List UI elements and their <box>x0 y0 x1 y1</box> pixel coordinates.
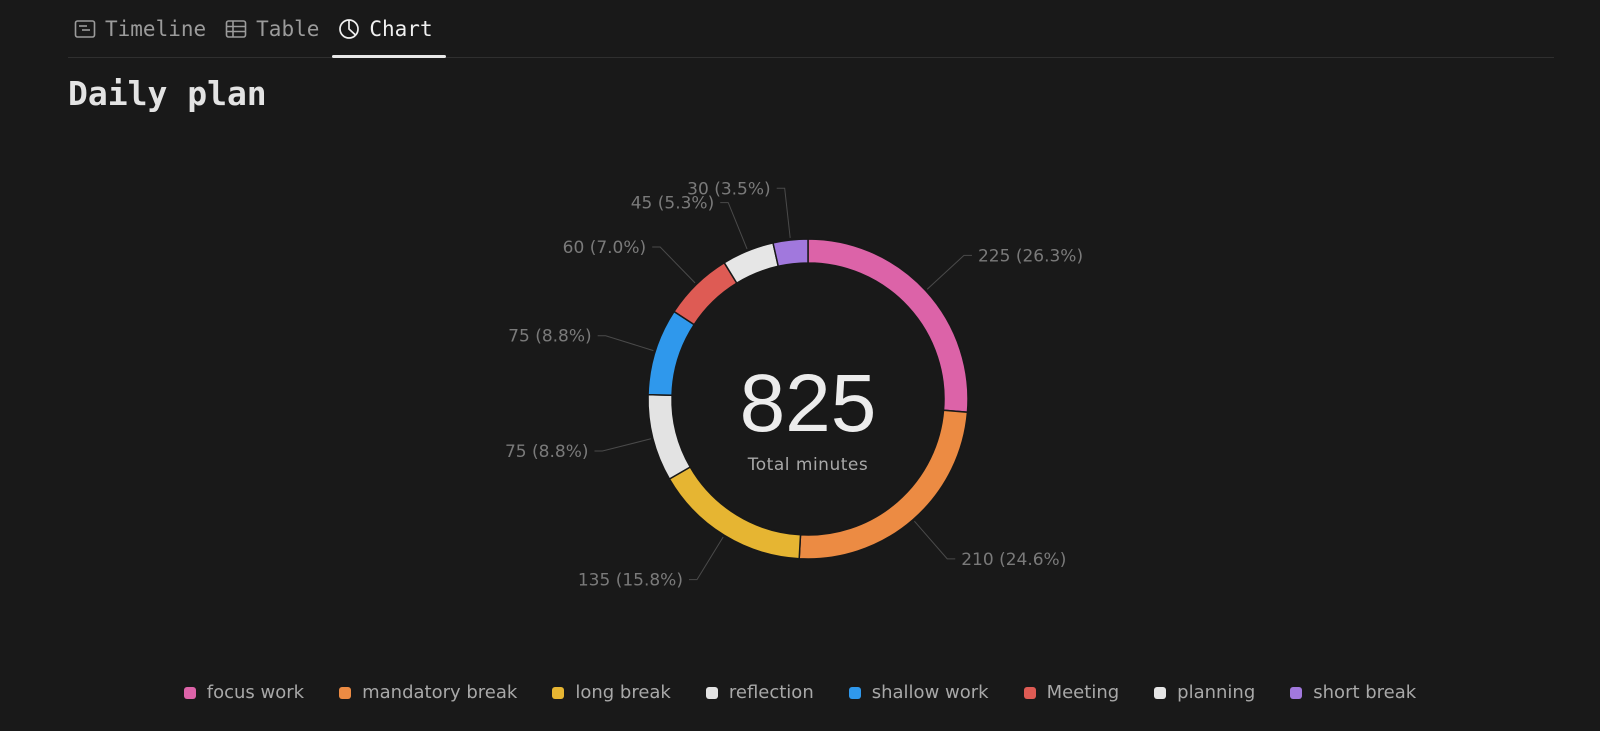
slice-labels: 225 (26.3%) 210 (24.6%) 135 (15.8%) 75 (8.8… <box>505 179 1083 590</box>
tab-table[interactable]: Table <box>219 1 332 57</box>
legend-item[interactable]: Meeting <box>1023 682 1120 703</box>
center-total-label: Total minutes <box>747 455 868 475</box>
leader-line <box>652 246 696 284</box>
slice-data-label: 135 (15.8%) <box>578 571 683 591</box>
legend-swatch <box>1154 686 1167 699</box>
legend-swatch <box>1023 686 1036 699</box>
slice-long-break[interactable] <box>668 465 802 560</box>
donut-slices <box>647 238 969 560</box>
leader-line <box>688 536 724 581</box>
legend-label: planning <box>1177 682 1256 703</box>
slice-data-label: 60 (7.0%) <box>563 238 647 258</box>
leader-line <box>926 254 972 290</box>
tab-chart[interactable]: Chart <box>332 1 446 58</box>
slice-data-label: 225 (26.3%) <box>978 246 1083 266</box>
legend-label: focus work <box>206 682 305 703</box>
legend-item[interactable]: shallow work <box>848 682 989 703</box>
slice-shallow-work[interactable] <box>647 310 696 397</box>
legend-item[interactable]: planning <box>1154 682 1255 703</box>
legend-swatch <box>1290 686 1303 699</box>
legend-swatch <box>339 686 352 699</box>
chart-legend: focus work mandatory break long break refle… <box>0 682 1600 703</box>
slice-data-label: 75 (8.8%) <box>505 442 589 462</box>
legend-item[interactable]: focus work <box>183 682 305 703</box>
slice-reflection[interactable] <box>647 393 692 481</box>
tab-chart-label: Chart <box>369 17 433 41</box>
leader-line <box>594 438 652 452</box>
legend-label: shallow work <box>871 682 989 703</box>
leader-line <box>597 335 654 352</box>
table-icon <box>225 19 247 39</box>
slice-data-label: 210 (24.6%) <box>961 550 1066 570</box>
tab-timeline-label: Timeline <box>105 17 207 41</box>
slice-data-label: 45 (5.3%) <box>631 194 715 214</box>
page-title: Daily plan <box>68 74 267 113</box>
legend-item[interactable]: reflection <box>705 682 814 703</box>
legend-item[interactable]: mandatory break <box>339 682 517 703</box>
view-tabs: Timeline Table Chart <box>68 0 1554 58</box>
legend-item[interactable]: long break <box>552 682 671 703</box>
legend-label: long break <box>575 682 671 703</box>
timeline-icon <box>74 19 96 39</box>
legend-swatch <box>183 686 196 699</box>
legend-label: mandatory break <box>362 682 518 703</box>
donut-chart: 225 (26.3%) 210 (24.6%) 135 (15.8%) 75 (8.8… <box>505 179 1083 590</box>
slice-meeting[interactable] <box>673 261 738 326</box>
slice-data-label: 75 (8.8%) <box>508 327 592 347</box>
leader-line <box>776 187 791 239</box>
legend-swatch <box>552 686 565 699</box>
slice-planning[interactable] <box>723 241 780 285</box>
label-leader-lines <box>594 187 972 581</box>
pie-chart-icon <box>338 18 360 40</box>
leader-line <box>914 520 956 560</box>
center-total-value: 825 <box>740 358 877 449</box>
legend-label: reflection <box>728 682 814 703</box>
legend-label: Meeting <box>1046 682 1120 703</box>
tab-timeline[interactable]: Timeline <box>68 1 219 57</box>
leader-line <box>720 202 748 250</box>
legend-swatch <box>705 686 718 699</box>
legend-item[interactable]: short break <box>1290 682 1416 703</box>
slice-data-label: 30 (3.5%) <box>687 179 771 199</box>
tab-table-label: Table <box>256 17 320 41</box>
legend-swatch <box>848 686 861 699</box>
slice-short-break[interactable] <box>772 238 809 268</box>
legend-label: short break <box>1313 682 1417 703</box>
